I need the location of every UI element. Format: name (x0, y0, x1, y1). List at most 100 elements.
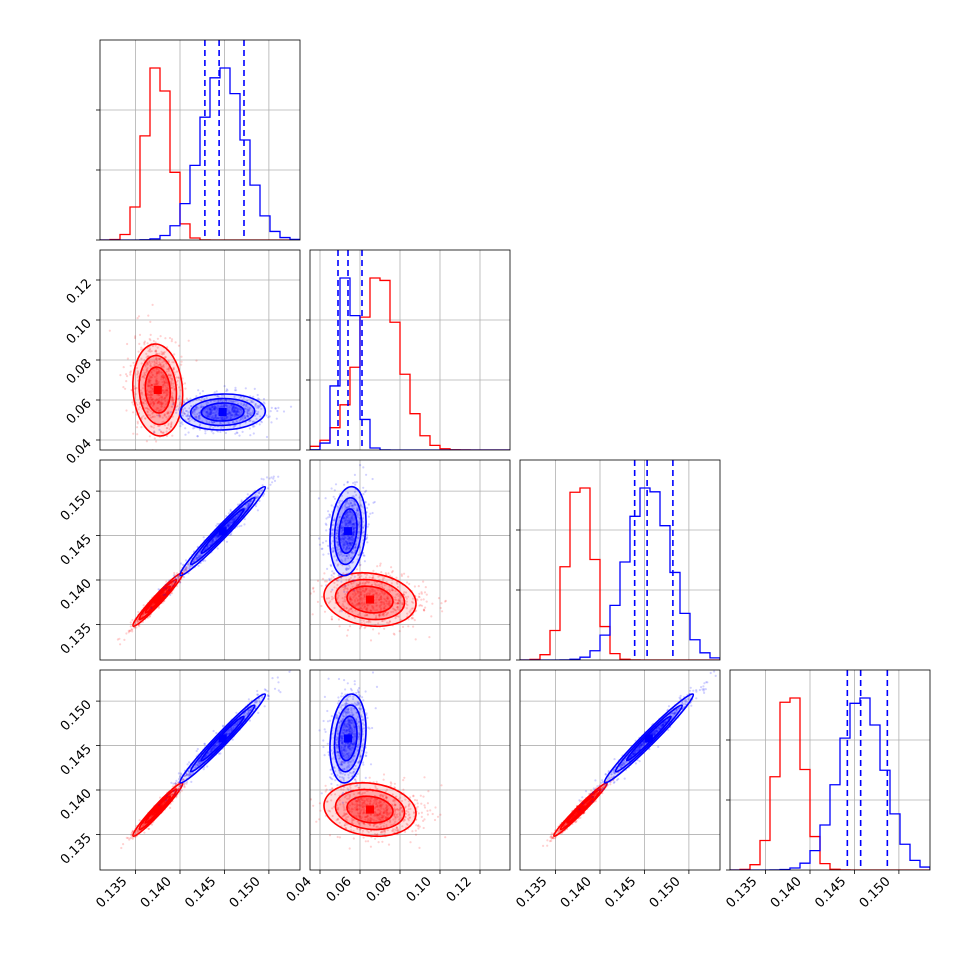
scatter-point (349, 576, 353, 579)
scatter-point (353, 490, 356, 493)
scatter-point (199, 413, 202, 416)
scatter-point (378, 613, 381, 616)
scatter-point (346, 514, 350, 517)
scatter-point (164, 396, 167, 399)
scatter-point (389, 574, 392, 577)
scatter-point (187, 417, 190, 421)
scatter-point (172, 574, 175, 577)
scatter-point (206, 410, 209, 413)
scatter-point (227, 524, 230, 527)
histogram-series-1 (310, 277, 510, 450)
scatter-point (184, 569, 187, 572)
scatter-point (345, 506, 348, 510)
scatter-point (146, 411, 149, 414)
scatter-point (364, 588, 367, 591)
scatter-point (161, 396, 164, 399)
scatter-point (345, 516, 348, 519)
scatter-point (136, 426, 139, 429)
scatter-point (140, 391, 143, 394)
scatter-point (218, 534, 221, 537)
scatter-point (440, 602, 443, 605)
scatter-point (365, 587, 368, 590)
scatter-point (343, 538, 346, 542)
scatter-point (372, 569, 375, 572)
scatter-point (345, 546, 349, 549)
scatter-point (229, 400, 232, 403)
scatter-point (153, 430, 156, 433)
scatter-point (149, 381, 152, 384)
scatter-point (232, 519, 235, 522)
scatter-point (428, 636, 431, 639)
scatter-point (188, 415, 191, 418)
scatter-point (228, 399, 231, 402)
scatter-point (211, 421, 215, 424)
scatter-point (359, 588, 362, 591)
scatter-point (140, 348, 143, 351)
histogram-panel-2 (516, 459, 721, 661)
scatter-point (260, 477, 263, 480)
scatter-point (205, 420, 208, 424)
scatter-point (210, 408, 213, 411)
scatter-point (147, 413, 150, 416)
scatter-point (348, 554, 351, 557)
scatter-point (154, 349, 158, 352)
scatter-point (246, 493, 249, 496)
scatter-point (234, 413, 237, 416)
scatter-point (157, 380, 160, 383)
scatter-point (173, 389, 176, 392)
scatter-point (355, 588, 358, 591)
scatter-point (234, 410, 237, 414)
scatter-point (160, 405, 163, 408)
scatter-point (148, 380, 151, 383)
scatter-point (155, 357, 158, 360)
scatter-point (351, 522, 354, 525)
scatter-point (332, 597, 335, 600)
scatter-point (247, 504, 251, 507)
scatter-point (150, 383, 153, 387)
scatter-point (192, 427, 195, 430)
scatter-point (362, 526, 365, 529)
scatter-point (210, 412, 213, 415)
scatter-point (348, 547, 351, 550)
scatter-point (337, 594, 340, 597)
scatter-point (353, 616, 357, 619)
scatter-point (148, 615, 151, 618)
scatter-point (167, 367, 170, 371)
scatter-point (162, 593, 165, 596)
scatter-point (229, 416, 233, 419)
scatter-point (354, 592, 357, 595)
scatter-point (166, 412, 169, 415)
scatter-point (212, 417, 215, 420)
scatter-point (148, 390, 151, 393)
scatter-point (325, 529, 328, 532)
scatter-point (231, 414, 234, 417)
scatter-point (186, 415, 189, 418)
scatter-point (388, 590, 392, 593)
scatter-point (152, 339, 155, 343)
scatter-point (379, 601, 382, 604)
scatter-point (158, 409, 161, 412)
scatter-point (343, 554, 346, 557)
scatter-point (233, 413, 236, 416)
scatter-point (154, 382, 157, 385)
scatter-point (236, 410, 239, 413)
scatter-point (345, 607, 348, 610)
scatter-point (351, 504, 354, 507)
scatter-point (228, 406, 231, 409)
scatter-point (361, 531, 365, 534)
scatter-point (346, 519, 349, 522)
scatter-point (238, 434, 241, 437)
scatter-point (347, 506, 350, 509)
scatter-point (163, 381, 166, 384)
scatter-point (390, 566, 393, 569)
scatter-point (180, 355, 183, 358)
scatter-point (248, 419, 251, 422)
scatter-point (232, 421, 235, 424)
scatter-point (161, 373, 165, 377)
scatter-point (162, 592, 165, 595)
scatter-point (146, 383, 149, 386)
scatter-point (222, 415, 225, 419)
scatter-point (362, 602, 366, 605)
scatter-point (367, 523, 370, 526)
scatter-point (140, 416, 143, 419)
